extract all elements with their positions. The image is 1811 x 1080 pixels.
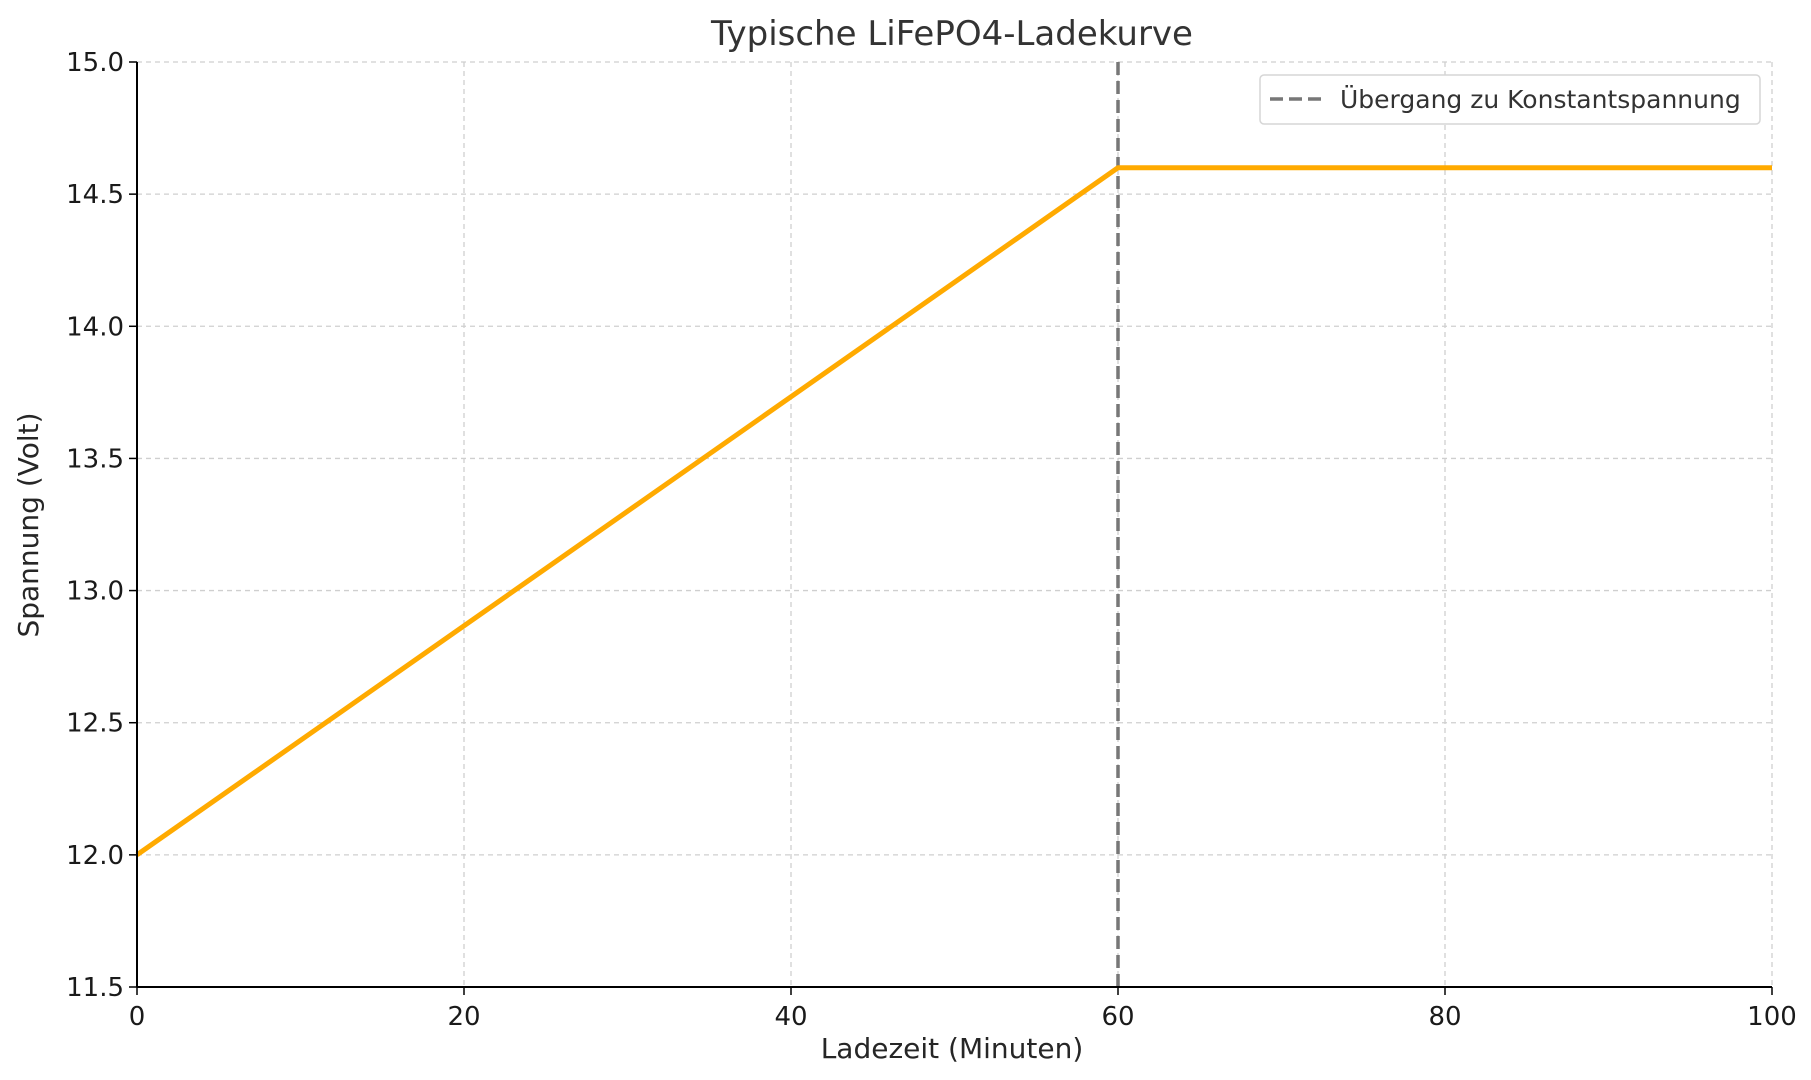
y-tick-label: 12.0 <box>66 841 124 871</box>
y-tick-label: 12.5 <box>66 709 124 739</box>
y-tick-label: 15.0 <box>66 48 124 78</box>
x-tick-label: 0 <box>129 1002 146 1032</box>
x-tick-label: 80 <box>1428 1002 1461 1032</box>
y-axis-label: Spannung (Volt) <box>12 412 45 637</box>
legend-box <box>1259 74 1761 125</box>
legend: Übergang zu Konstantspannung <box>1259 74 1761 125</box>
y-tick-label: 14.5 <box>66 180 124 210</box>
x-tick-label: 20 <box>447 1002 480 1032</box>
y-axis-ticks: 11.5 12.0 12.5 13.0 13.5 14.0 14.5 15.0 <box>66 48 137 1003</box>
x-tick-label: 100 <box>1747 1002 1797 1032</box>
y-tick-label: 13.5 <box>66 444 124 474</box>
y-tick-label: 13.0 <box>66 577 124 607</box>
series-line <box>135 165 1772 857</box>
y-tick-label: 14.0 <box>66 312 124 342</box>
chart-title: Typische LiFePO4-Ladekurve <box>710 14 1193 54</box>
x-axis-ticks: 0 20 40 60 80 100 <box>129 987 1797 1032</box>
grid-lines <box>136 61 1773 988</box>
y-tick-label: 11.5 <box>66 973 124 1003</box>
series-lines <box>135 165 1772 857</box>
x-tick-label: 40 <box>774 1002 807 1032</box>
x-axis-label: Ladezeit (Minuten) <box>821 1032 1084 1065</box>
x-tick-label: 60 <box>1101 1002 1134 1032</box>
legend-entry-label: Übergang zu Konstantspannung <box>1340 85 1741 114</box>
axes <box>136 62 1772 988</box>
